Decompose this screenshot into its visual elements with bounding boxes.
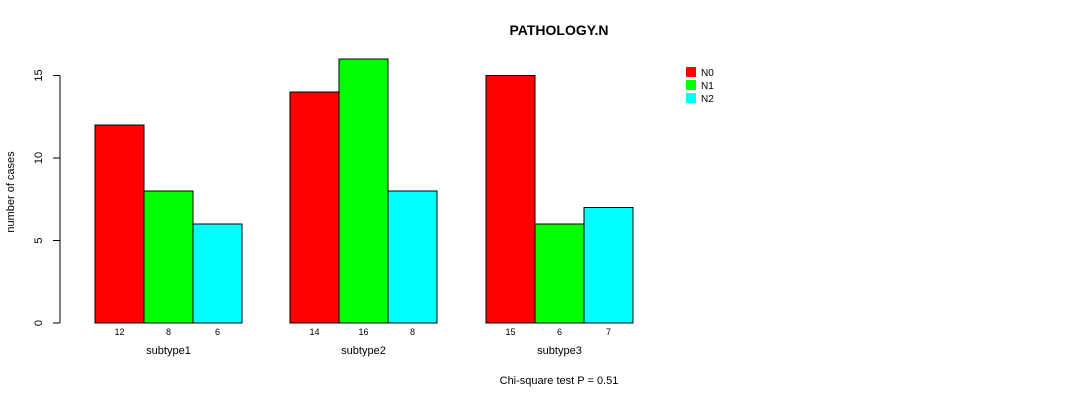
bar-value-label: 12: [114, 327, 124, 337]
bar-value-label: 15: [505, 327, 515, 337]
legend-swatch-N0: [686, 67, 696, 77]
bar-value-label: 16: [358, 327, 368, 337]
bar-N0-subtype2: [289, 91, 340, 324]
bar-N1-subtype1: [143, 190, 194, 324]
bar-value-label: 6: [215, 327, 220, 337]
legend-label-N0: N0: [701, 68, 714, 79]
y-axis-label: number of cases: [5, 151, 17, 233]
bar-N2-subtype1: [192, 223, 243, 324]
y-axis: 0 5 10 15: [33, 69, 61, 326]
bar-group-subtype3: 15 6 7 subtype3: [485, 75, 634, 357]
legend-swatch-N2: [686, 93, 696, 103]
bar-value-label: 8: [166, 327, 171, 337]
bar-group-subtype2: 14 16 8 subtype2: [289, 58, 438, 357]
y-tick-label: 0: [33, 320, 45, 326]
legend-label-N1: N1: [701, 81, 714, 92]
bar-N1-subtype3: [534, 223, 585, 324]
category-label: subtype3: [537, 345, 582, 357]
chart-title: PATHOLOGY.N: [509, 22, 608, 38]
legend: N0 N1 N2: [686, 67, 714, 105]
category-label: subtype2: [341, 345, 386, 357]
bar-N2-subtype3: [583, 207, 634, 324]
bars-group: 12 8 6 subtype1 14 16 8 subtype2 15 6 7 subtype3: [94, 58, 634, 357]
chi-square-footnote: Chi-square test P = 0.51: [500, 375, 619, 387]
bar-N1-subtype2: [338, 58, 389, 324]
category-label: subtype1: [146, 345, 191, 357]
legend-swatch-N1: [686, 80, 696, 90]
bar-N0-subtype1: [94, 124, 145, 324]
bar-value-label: 14: [309, 327, 319, 337]
y-tick-label: 15: [33, 69, 45, 81]
y-tick-label: 10: [33, 152, 45, 164]
bar-value-label: 7: [606, 327, 611, 337]
bar-group-subtype1: 12 8 6 subtype1: [94, 124, 243, 357]
bar-value-label: 6: [557, 327, 562, 337]
y-tick-label: 5: [33, 237, 45, 243]
bar-N0-subtype3: [485, 75, 536, 324]
bar-N2-subtype2: [387, 190, 438, 324]
bar-value-label: 8: [410, 327, 415, 337]
legend-label-N2: N2: [701, 94, 714, 105]
